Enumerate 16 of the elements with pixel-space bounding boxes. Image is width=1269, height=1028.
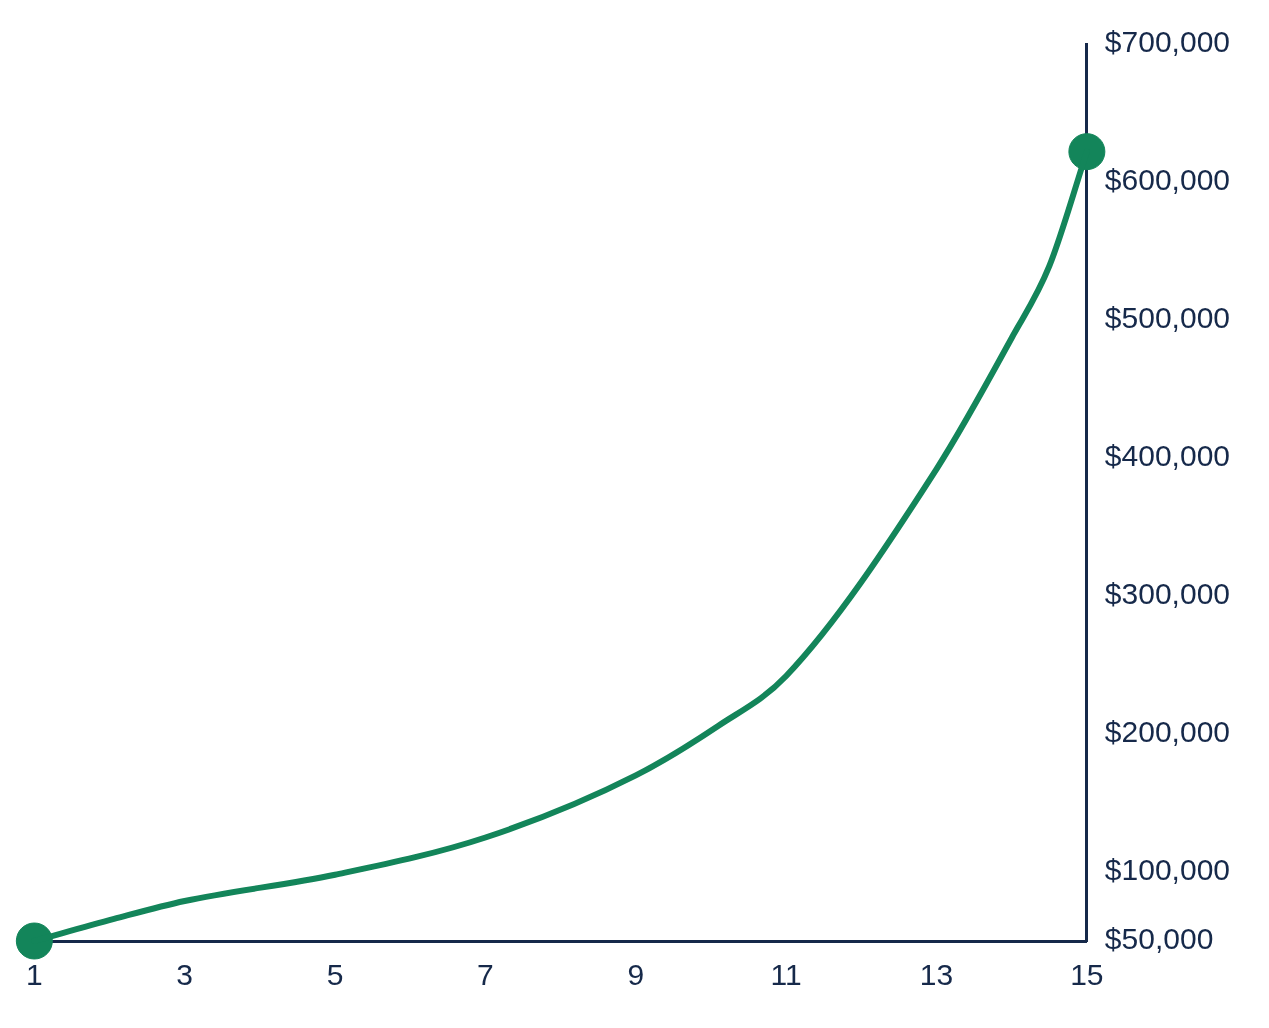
x-tick-label: 13 — [919, 958, 954, 992]
x-tick-label: 7 — [477, 958, 494, 992]
y-tick-label: $300,000 — [1104, 577, 1231, 611]
y-tick-label: $400,000 — [1104, 439, 1231, 473]
y-tick-label: $200,000 — [1104, 715, 1231, 749]
y-tick-label: $700,000 — [1104, 25, 1231, 59]
x-tick-label: 9 — [627, 958, 645, 992]
y-tick-label: $600,000 — [1104, 163, 1231, 197]
x-tick-label: 3 — [176, 958, 194, 992]
y-tick-label: $50,000 — [1104, 922, 1214, 956]
x-tick-label: 15 — [1070, 958, 1104, 992]
x-tick-label: 11 — [770, 958, 802, 992]
x-tick-label: 1 — [26, 958, 43, 992]
y-tick-label: $100,000 — [1104, 853, 1231, 887]
x-tick-label: 5 — [326, 958, 344, 992]
y-tick-label: $500,000 — [1104, 301, 1231, 335]
